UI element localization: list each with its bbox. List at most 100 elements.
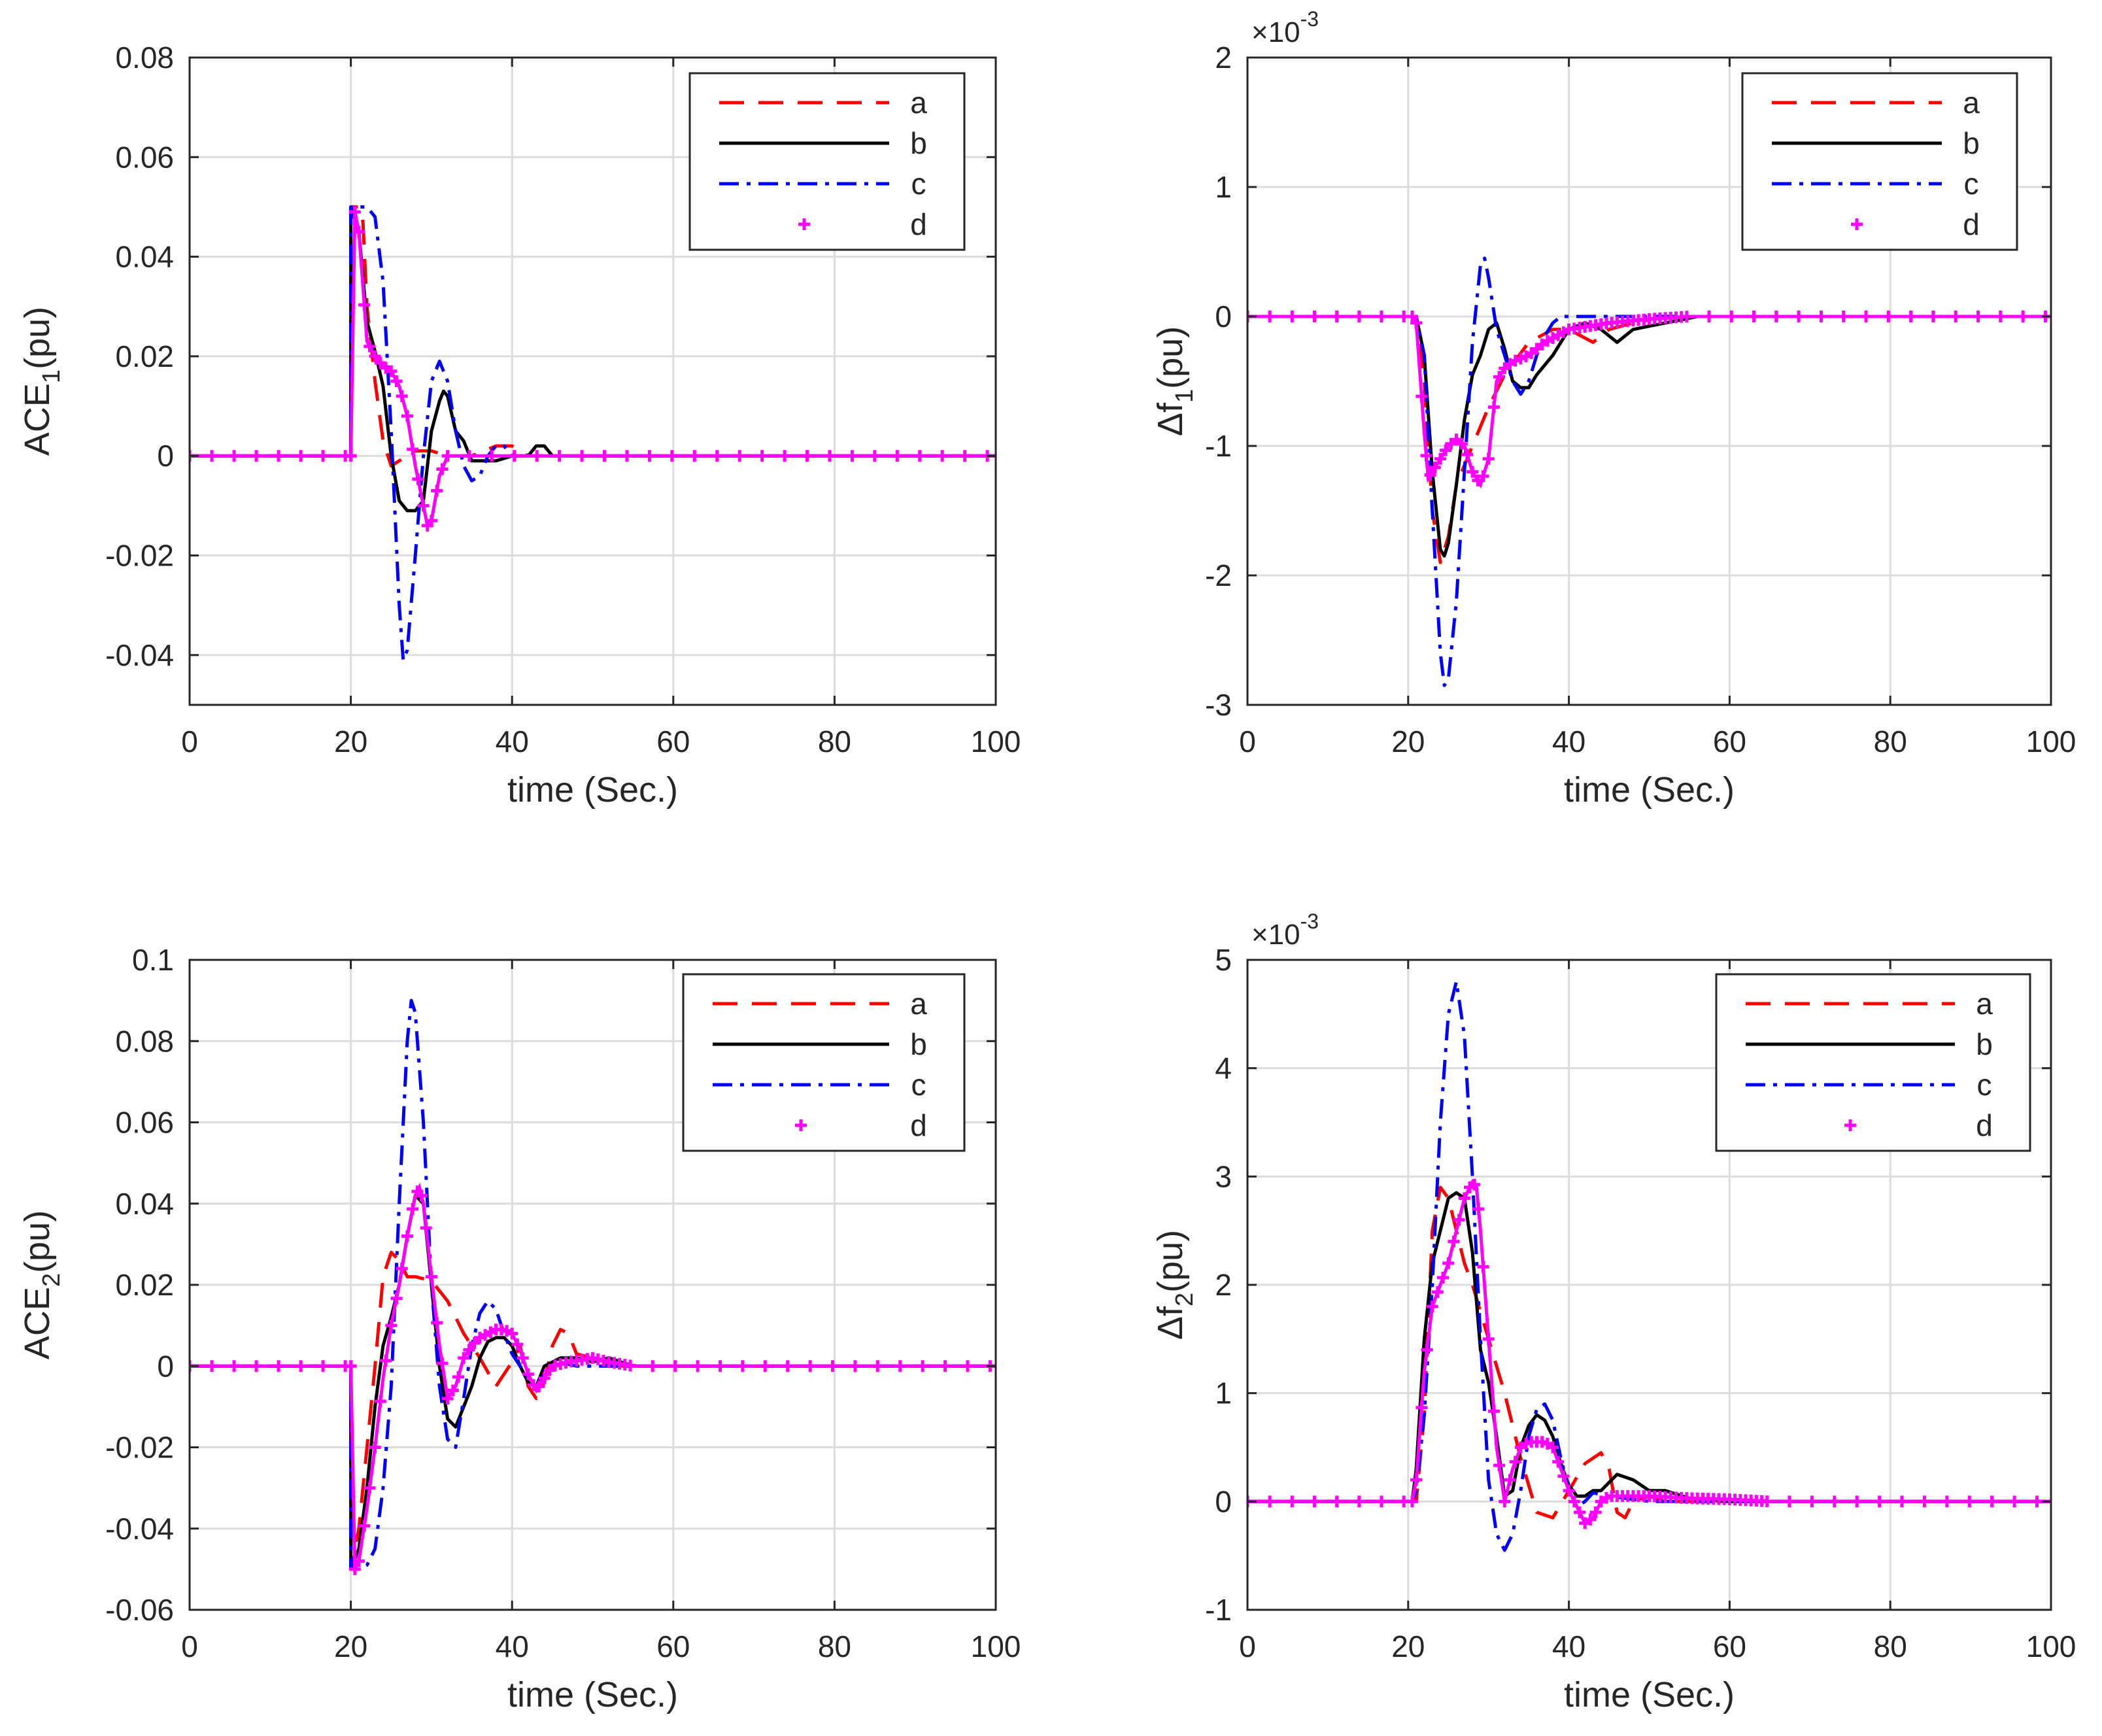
series-d-marker: [801, 450, 813, 462]
series-d-marker: [511, 1338, 524, 1351]
series-d-marker: [1410, 316, 1423, 329]
series-d-marker: [1437, 1271, 1449, 1284]
series-d-marker: [823, 450, 836, 462]
plot-area: [190, 205, 996, 662]
series-d-marker: [711, 450, 723, 462]
series-d-marker: [431, 1316, 443, 1329]
series-d-markers: [1247, 311, 2051, 486]
series-d-marker: [420, 1222, 432, 1234]
series-d-marker: [1426, 1301, 1438, 1313]
series-d-marker: [358, 299, 371, 311]
series-d-marker: [352, 1555, 365, 1567]
y-tick-label: 0.06: [115, 1106, 174, 1140]
series-d-line: [1247, 315, 2051, 489]
series-d-marker: [345, 450, 357, 462]
series-a-line: [1247, 1185, 2051, 1520]
y-axis-label: ACE1(pu): [18, 307, 65, 456]
series-d-marker: [1860, 311, 1873, 322]
series-d-marker: [1509, 1455, 1521, 1468]
series-d-marker: [538, 1372, 551, 1384]
series-d-marker: [441, 1392, 454, 1404]
series-d-marker: [2031, 1495, 2043, 1508]
x-axis-label: time (Sec.): [507, 1675, 678, 1714]
chart-panel-3: 0 20 40 60 80 100 -0.06 -0.04 -0.02 0 0.02 0.04 0.06…: [18, 943, 1021, 1714]
series-d-line: [1247, 1178, 2051, 1526]
y-tick-label: -0.02: [105, 1431, 174, 1465]
series-b-line: [190, 205, 996, 513]
series-d-marker: [317, 1360, 330, 1372]
x-tick-label: 60: [1713, 1629, 1746, 1663]
series-d-marker: [1986, 1495, 1998, 1508]
series-d-marker: [1584, 1513, 1597, 1525]
exponent-label: ×10-3: [1251, 7, 1319, 48]
series-d-marker: [1472, 1203, 1485, 1216]
legend-marker-d: [798, 218, 810, 230]
series-d-marker: [1680, 311, 1693, 323]
series-a-line: [1247, 315, 2051, 564]
series-d-marker: [452, 1370, 464, 1383]
series-d-marker: [1761, 1495, 1773, 1508]
series-d-marker: [436, 463, 449, 475]
series-d-marker: [759, 1360, 771, 1372]
series-d-marker: [250, 450, 263, 462]
legend-label-c: c: [1964, 167, 1979, 201]
series-d-marker: [868, 450, 881, 462]
y-tick-label: -1: [1205, 1593, 1232, 1627]
series-d-marker: [1589, 1506, 1602, 1518]
series-d-marker: [647, 1360, 659, 1372]
series-d-marker: [917, 1360, 929, 1372]
series-d-marker: [1950, 311, 1962, 322]
y-tick-label: -1: [1205, 429, 1232, 463]
legend-label-c: c: [911, 1068, 926, 1102]
series-d-marker: [1851, 1495, 1863, 1508]
series-d-marker: [1264, 311, 1276, 322]
series-d-marker: [1557, 1470, 1570, 1482]
legend-label-b: b: [910, 1027, 927, 1061]
series-d-marker: [1466, 466, 1479, 478]
series-d-marker: [1406, 311, 1418, 322]
series-d-markers: [190, 1185, 996, 1575]
series-d-marker: [1941, 1495, 1953, 1508]
series-d-marker: [804, 1360, 817, 1372]
x-tick-label: 100: [971, 724, 1021, 758]
series-d-marker: [1573, 1506, 1585, 1518]
series-d-marker: [1806, 1495, 1818, 1508]
y-tick-label: 0.02: [115, 1268, 174, 1302]
y-tick-label: 0.04: [115, 240, 174, 274]
series-d-marker: [295, 450, 307, 462]
x-tick-label: 100: [2026, 724, 2077, 758]
series-d-marker: [206, 1360, 218, 1372]
legend-label-a: a: [1963, 86, 1980, 120]
x-axis-label: time (Sec.): [507, 770, 678, 809]
series-d-marker: [1468, 1178, 1481, 1191]
series-d-marker: [1406, 1495, 1418, 1508]
series-d-marker: [936, 450, 949, 462]
series-d-marker: [1410, 1474, 1423, 1486]
series-d-marker: [1828, 1495, 1840, 1508]
legend-label-b: b: [910, 126, 927, 160]
series-d-marker: [688, 450, 701, 462]
plot-area: [190, 998, 996, 1575]
series-d-marker: [1286, 1495, 1298, 1508]
series-d-marker: [364, 1482, 376, 1494]
series-d-marker: [273, 450, 285, 462]
series-d-marker: [348, 206, 361, 218]
axes-box: [1246, 56, 2052, 706]
series-d-marker: [961, 1360, 974, 1372]
series-d-marker: [624, 1359, 637, 1372]
series-c-line: [1247, 256, 2051, 687]
series-d-marker: [1568, 1495, 1580, 1508]
series-d-marker: [1308, 1495, 1321, 1508]
x-axis-label: time (Sec.): [1564, 770, 1735, 809]
series-d-marker: [1793, 311, 1805, 322]
plot-area: [1247, 979, 2051, 1552]
series-d-marker: [369, 1441, 381, 1454]
series-d-marker: [756, 450, 768, 462]
series-a-line: [190, 1250, 996, 1571]
series-d-marker: [1493, 1459, 1506, 1472]
y-tick-label: 0.1: [132, 943, 174, 977]
series-d-marker: [1421, 1344, 1433, 1356]
series-b-line: [190, 1193, 996, 1571]
